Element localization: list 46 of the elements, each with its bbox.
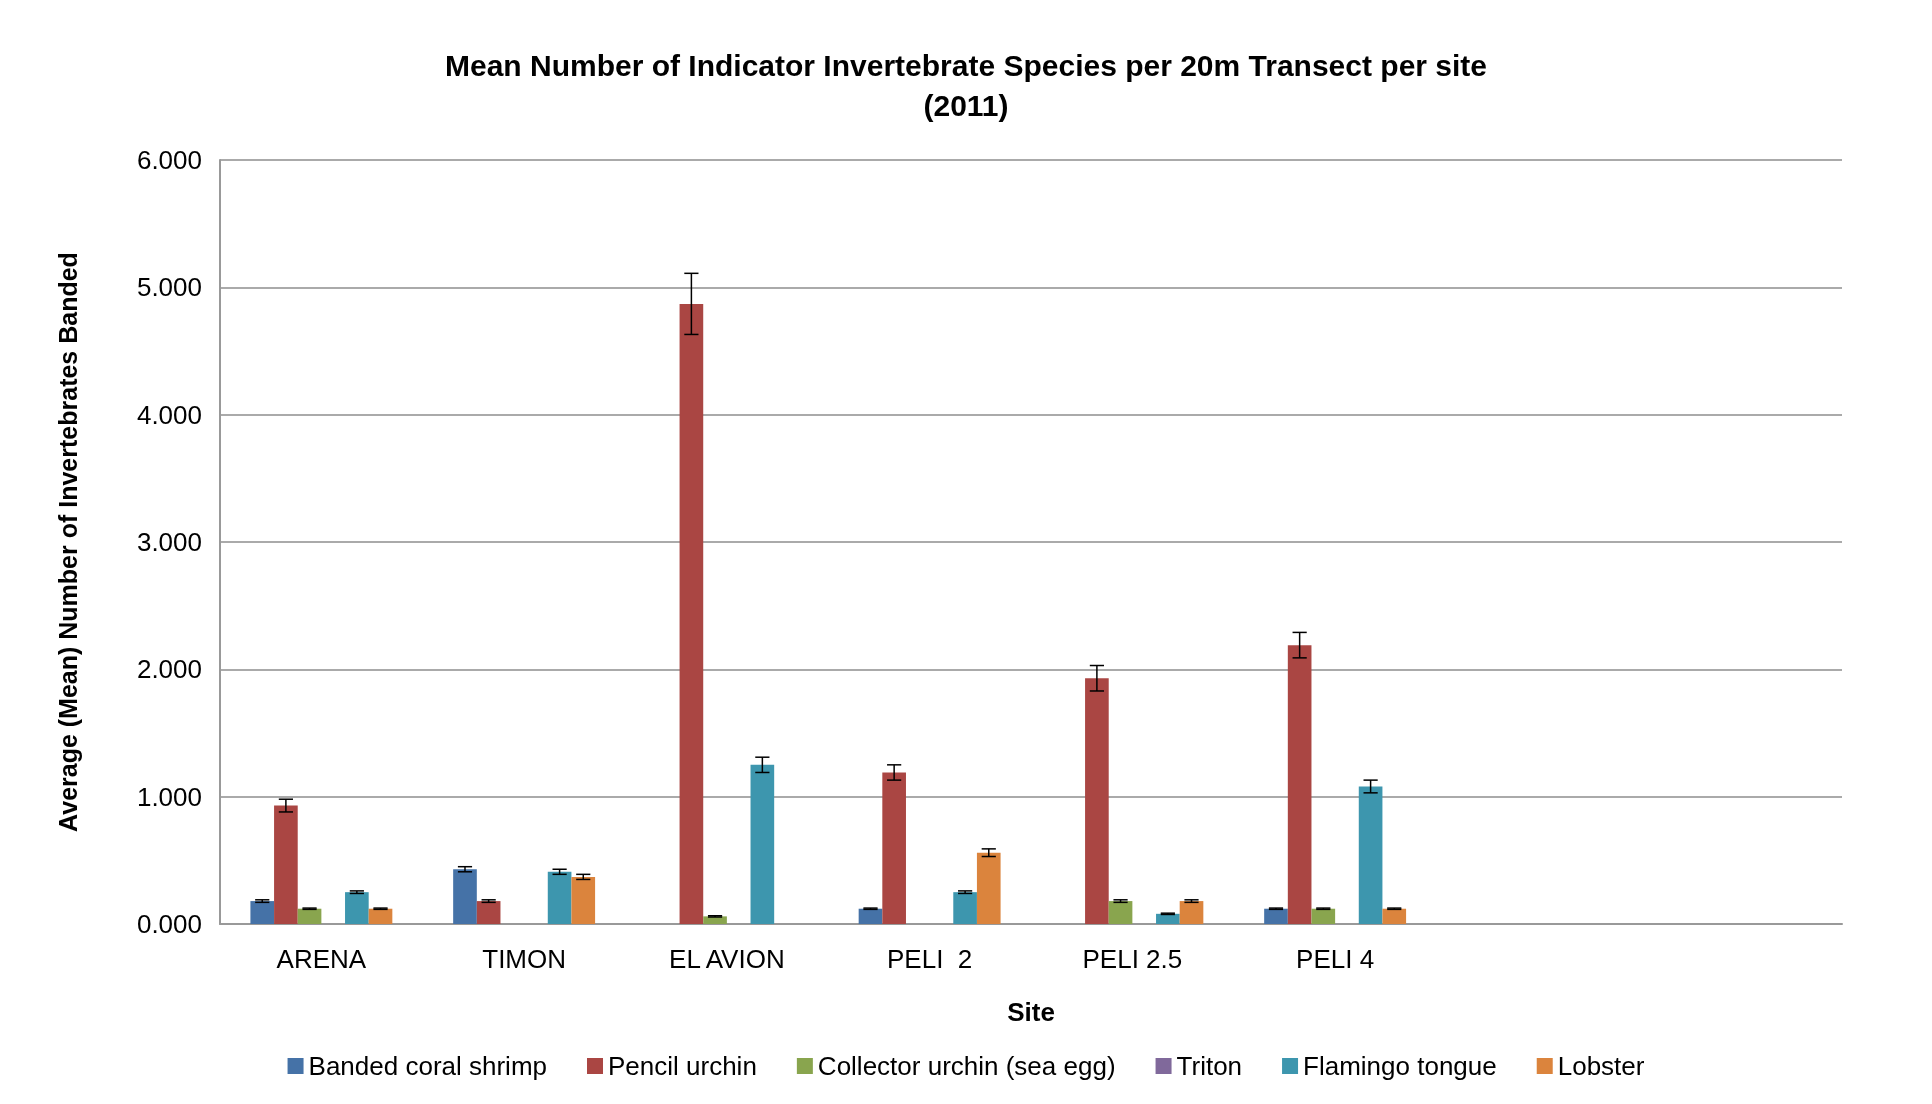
x-tick-label: PELI 2.5 (1082, 944, 1183, 974)
y-tick-label: 0.000 (136, 909, 202, 939)
bar (274, 805, 298, 924)
bar (858, 908, 883, 924)
bar (1382, 908, 1407, 924)
bar (882, 772, 906, 924)
y-tick-label: 5.000 (136, 272, 202, 303)
y-tick-label: 4.000 (136, 399, 202, 430)
bar (1156, 913, 1180, 924)
bar (453, 869, 477, 924)
bar (1287, 645, 1312, 924)
y-tick-label: 6.000 (136, 145, 202, 175)
legend-label: Lobster (1557, 1051, 1645, 1081)
bar (1108, 901, 1133, 924)
bar (547, 871, 572, 924)
bar (679, 303, 704, 924)
x-tick-label: EL AVION (669, 944, 785, 974)
bar (571, 876, 596, 924)
bar (1085, 678, 1109, 924)
x-axis-title: Site (1007, 997, 1055, 1027)
bar (250, 901, 275, 924)
chart-title: Mean Number of Indicator Invertebrate Species per 20m Transect per site (2011) (444, 48, 1488, 122)
bar (297, 908, 322, 924)
bar (1179, 901, 1204, 924)
x-tick-label: PELI 2 (886, 944, 973, 974)
bar (953, 892, 977, 924)
legend-label: Flamingo tongue (1303, 1051, 1497, 1081)
bar (1311, 908, 1336, 924)
bar (1264, 908, 1288, 924)
x-tick-label: ARENA (276, 944, 367, 974)
bar (750, 764, 775, 924)
y-tick-label: 3.000 (136, 527, 202, 557)
legend-label: Banded coral shrimp (308, 1051, 548, 1081)
legend-label: Pencil urchin (608, 1051, 757, 1081)
legend-label: Collector urchin (sea egg) (817, 1051, 1116, 1081)
x-tick-label: TIMON (482, 944, 567, 974)
x-tick-label: PELI 4 (1296, 944, 1375, 974)
bar (1358, 786, 1383, 924)
y-tick-label: 1.000 (136, 781, 202, 812)
bar (368, 908, 393, 924)
bar (976, 852, 1001, 924)
y-axis-title: Average (Mean) Number of Invertebrates Banded (53, 252, 82, 832)
bar (476, 901, 501, 924)
bar (345, 892, 369, 924)
y-tick-label: 2.000 (136, 654, 202, 685)
legend-label: Triton (1176, 1051, 1243, 1081)
